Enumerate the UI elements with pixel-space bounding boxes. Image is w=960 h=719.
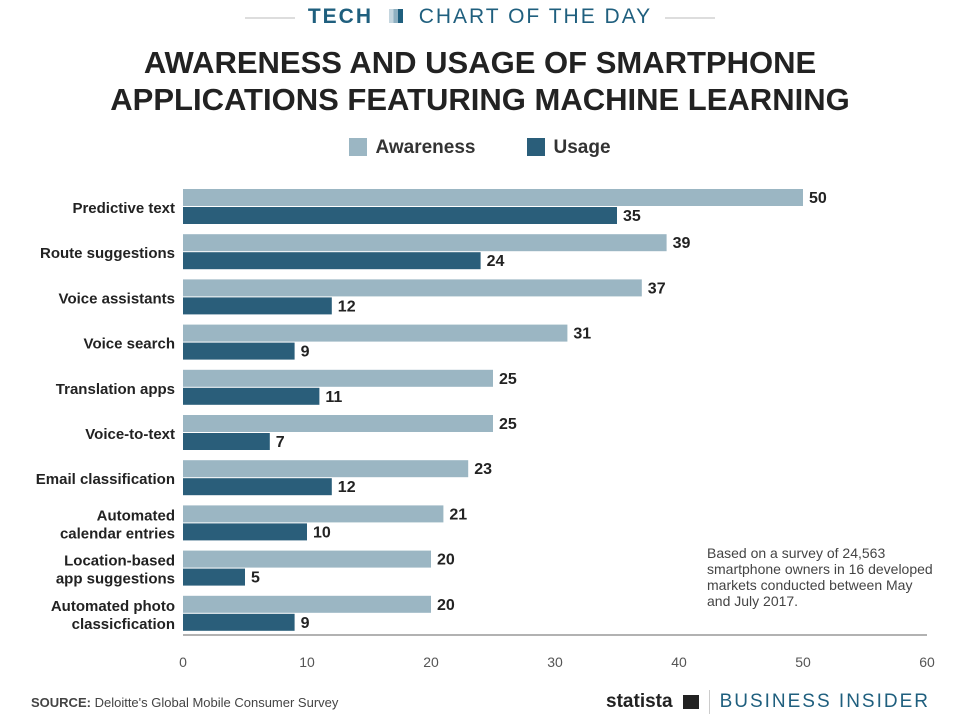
data-label: 12 (338, 298, 356, 315)
bar-awareness (183, 279, 642, 297)
bar-awareness (183, 460, 469, 478)
category-label: Automated photo (51, 598, 175, 615)
category-label: classicfication (72, 616, 175, 633)
data-label: 5 (251, 570, 260, 587)
bar-awareness (183, 550, 431, 568)
source-label: SOURCE: (31, 695, 91, 710)
category-label: Voice assistants (59, 290, 175, 307)
x-tick-label: 30 (547, 654, 563, 670)
data-label: 37 (648, 280, 666, 297)
source-text: Deloitte's Global Mobile Consumer Survey (94, 695, 339, 710)
legend-label: Usage (553, 137, 611, 158)
data-label: 20 (437, 597, 455, 614)
data-label: 25 (499, 371, 517, 388)
data-label: 25 (499, 416, 517, 433)
bar-awareness (183, 595, 431, 613)
data-label: 35 (623, 208, 641, 225)
x-tick-label: 0 (179, 654, 187, 670)
legend-swatch (349, 138, 368, 156)
bar-usage (183, 207, 617, 224)
legend-swatch (527, 138, 546, 156)
data-label: 20 (437, 552, 455, 569)
banner: TECH CHART OF THE DAY (0, 5, 960, 29)
divider (708, 690, 710, 714)
legend-label: Awareness (375, 137, 476, 158)
brand-logos: statista BUSINESS INSIDER (606, 690, 930, 714)
data-label: 39 (673, 235, 691, 252)
category-label: Voice-to-text (85, 426, 175, 443)
divider (245, 17, 295, 19)
bar-chart-icon (388, 9, 403, 23)
category-label: Predictive text (72, 200, 175, 217)
category-label: calendar entries (60, 525, 175, 542)
category-label: Automated (97, 507, 175, 524)
bar-usage (183, 613, 295, 631)
bar-awareness (183, 324, 568, 342)
data-label: 12 (338, 479, 356, 496)
bar-usage (183, 523, 307, 541)
bar-usage (183, 252, 481, 270)
legend: Awareness Usage (0, 137, 960, 159)
data-label: 31 (573, 326, 591, 343)
x-tick-label: 40 (671, 654, 687, 670)
data-label: 23 (474, 461, 492, 478)
category-label: Translation apps (56, 381, 175, 398)
bar-awareness (183, 234, 667, 252)
legend-item-awareness: Awareness (349, 137, 475, 159)
data-label: 10 (313, 524, 331, 541)
bar-awareness (183, 369, 493, 387)
statista-icon (682, 695, 699, 709)
data-label: 7 (276, 434, 285, 451)
category-label: Location-based (64, 553, 175, 570)
legend-item-usage: Usage (527, 137, 611, 159)
bar-awareness (183, 415, 493, 432)
bar-usage (183, 568, 245, 586)
data-label: 24 (487, 253, 505, 270)
category-label: app suggestions (56, 571, 175, 588)
x-tick-label: 50 (795, 654, 811, 670)
data-label: 9 (301, 615, 310, 632)
source: SOURCE: Deloitte's Global Mobile Consume… (31, 695, 338, 710)
data-label: 11 (325, 389, 342, 406)
divider (665, 17, 715, 19)
bar-usage (183, 387, 320, 405)
category-label: Voice search (84, 336, 175, 353)
category-label: Route suggestions (40, 245, 175, 262)
x-tick-label: 60 (919, 654, 935, 670)
bar-usage (183, 342, 295, 360)
statista-logo: statista (606, 691, 673, 712)
survey-note: Based on a survey of 24,563 smartphone o… (707, 545, 933, 609)
x-tick-label: 20 (423, 654, 439, 670)
data-label: 9 (301, 344, 310, 361)
bar-awareness (183, 189, 803, 206)
bar-usage (183, 478, 332, 496)
banner-tech: TECH (307, 5, 373, 28)
data-label: 21 (449, 506, 467, 523)
data-label: 50 (809, 190, 827, 207)
chart-title: AWARENESS AND USAGE OF SMARTPHONE APPLIC… (110, 45, 850, 117)
bar-usage (183, 297, 332, 315)
bar-usage (183, 433, 270, 450)
x-tick-label: 10 (299, 654, 315, 670)
bar-awareness (183, 505, 444, 523)
category-label: Email classification (36, 471, 175, 488)
banner-chart-of-the-day: CHART OF THE DAY (418, 5, 653, 28)
business-insider-logo: BUSINESS INSIDER (719, 691, 930, 712)
